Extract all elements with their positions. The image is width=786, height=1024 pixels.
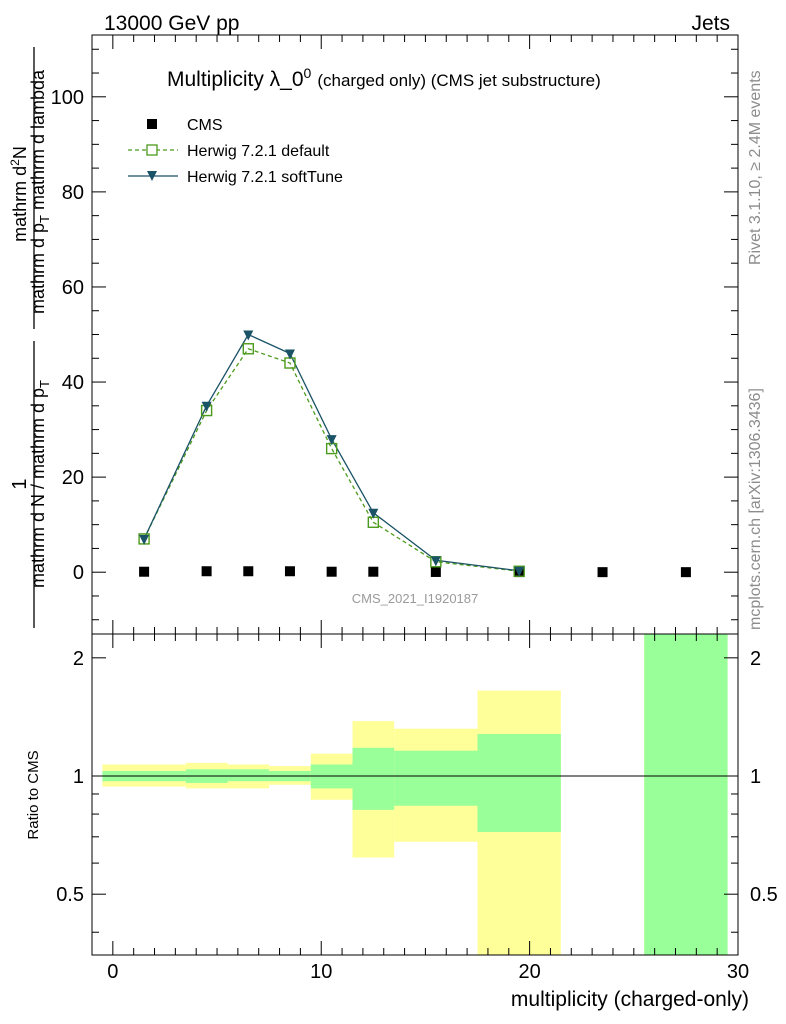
x-tick-label: 30 [727, 961, 749, 983]
header-energy-label: 13000 GeV pp [104, 12, 239, 35]
cms-point [597, 567, 608, 578]
legend-softtune-label: Herwig 7.2.1 softTune [187, 169, 343, 186]
ratio-y-tick-label-left: 1 [73, 766, 84, 788]
herwig-softtune-point [326, 435, 337, 446]
ratio-band-green [227, 769, 270, 782]
series-line-1 [143, 347, 520, 572]
cms-point [430, 566, 441, 577]
main-y-tick-label: 60 [62, 277, 84, 299]
legend-cms-marker [147, 119, 157, 129]
main-y-tick-label: 100 [51, 87, 84, 109]
cms-point [680, 567, 691, 578]
herwig-softtune-point [514, 566, 525, 577]
y-label-right-numerator-main: mathrm d [10, 166, 30, 242]
analysis-watermark: CMS_2021_I1920187 [352, 591, 479, 606]
herwig-softtune-point [243, 330, 254, 341]
main-y-tick-label: 80 [62, 182, 84, 204]
legend-default-label: Herwig 7.2.1 default [187, 143, 330, 160]
ratio-y-tick-label-right: 1 [750, 766, 761, 788]
ratio-axis-ticks: 0 10 20 30 0.5 0.5 1 1 2 2 [56, 634, 778, 983]
ratio-y-tick-label-right: 2 [750, 648, 761, 670]
y-label-numerator: 1 [9, 478, 31, 489]
herwig-softtune-point [368, 508, 379, 519]
ratio-band-green [394, 750, 478, 806]
ratio-y-tick-label-left: 0.5 [56, 884, 84, 906]
main-y-axis-label: 1 mathrm d N / mathrm d pT mathrm d2N ma… [8, 47, 52, 628]
herwig-softtune-point [201, 401, 212, 412]
main-y-tick-label: 0 [73, 562, 84, 584]
cms-point [139, 566, 150, 577]
ratio-band-green [644, 634, 728, 955]
x-tick-label: 10 [310, 961, 332, 983]
ratio-band-green [477, 733, 561, 833]
series-line-2 [143, 333, 520, 572]
plot-title: Multiplicity λ_00 (charged only) (CMS jet… [167, 65, 601, 91]
main-axis-ticks: 0 20 40 60 80 100 [51, 35, 739, 634]
main-series-layer [138, 330, 691, 578]
cms-point [326, 566, 337, 577]
y-label-right-denominator-main: mathrm d p [28, 223, 48, 314]
y-label-right-denominator: mathrm d pT mathrm d lambda [28, 69, 52, 314]
ratio-panel: 0 10 20 30 0.5 0.5 1 1 2 2 [56, 633, 778, 983]
plot-title-rest: (charged only) (CMS jet substructure) [317, 71, 600, 90]
plot-title-main: Multiplicity λ_0 [167, 68, 304, 91]
ratio-bands-layer [92, 634, 738, 955]
y-label-right-numerator: mathrm d2N [8, 146, 30, 242]
legend-default-marker [146, 144, 158, 156]
x-tick-label: 0 [107, 961, 118, 983]
legend-softtune-marker [147, 171, 157, 181]
mcplots-label: mcplots.cern.ch [arXiv:1306.3436] [747, 388, 764, 630]
y-label-right-denominator-end: mathrm d lambda [28, 69, 48, 215]
cms-point [201, 566, 212, 577]
ratio-y-tick-label-right: 0.5 [750, 884, 778, 906]
y-label-right-numerator-end: N [10, 146, 30, 159]
cms-point [284, 566, 295, 577]
y-label-right-denominator-sub: T [37, 215, 52, 223]
ratio-band-green [352, 747, 395, 810]
ratio-panel-frame [91, 633, 739, 956]
x-tick-label: 20 [518, 961, 540, 983]
rivet-version-label: Rivet 3.1.10, ≥ 2.4M events [747, 70, 764, 265]
cms-point [368, 566, 379, 577]
y-label-denominator: mathrm d N / mathrm d pT [28, 380, 52, 588]
cms-point [243, 566, 254, 577]
ratio-y-tick-label-left: 2 [73, 648, 84, 670]
legend-cms-label: CMS [187, 117, 223, 134]
ratio-y-axis-label: Ratio to CMS [25, 750, 42, 839]
herwig-softtune-point [430, 556, 441, 567]
header-process-label: Jets [691, 12, 730, 35]
legend: CMS Herwig 7.2.1 default Herwig 7.2.1 so… [128, 117, 343, 186]
herwig-default-point [242, 343, 254, 355]
plot-title-sup: 0 [304, 65, 312, 81]
main-y-tick-label: 40 [62, 372, 84, 394]
y-label-denominator-sub: T [37, 380, 52, 388]
herwig-softtune-point [284, 349, 295, 360]
herwig-softtune-point [139, 534, 150, 545]
main-y-tick-label: 20 [62, 467, 84, 489]
x-axis-label: multiplicity (charged-only) [511, 988, 749, 1011]
y-label-denominator-main: mathrm d N / mathrm d p [28, 388, 48, 588]
y-label-right-numerator-sup: 2 [8, 159, 22, 166]
